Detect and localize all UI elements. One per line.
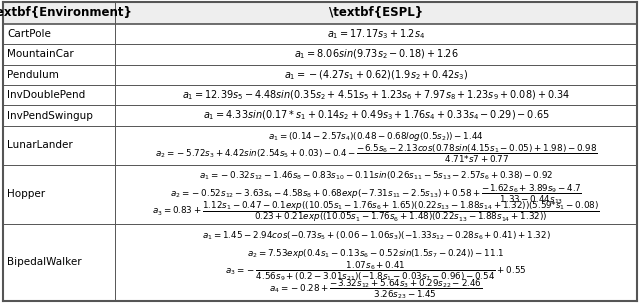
Text: Pendulum: Pendulum	[7, 70, 59, 80]
Text: LunarLander: LunarLander	[7, 140, 73, 150]
Text: InvPendSwingup: InvPendSwingup	[7, 111, 93, 121]
Text: $a_4 = -0.28 + \dfrac{-3.32s_{12} + 5.64s_3 + 0.29s_{22} - 2.46}{3.26s_{23} - 1.: $a_4 = -0.28 + \dfrac{-3.32s_{12} + 5.64…	[269, 278, 483, 301]
Text: InvDoublePend: InvDoublePend	[7, 90, 85, 100]
Text: $a_1 = 4.33sin(0.17 * s_1 + 0.14s_2 + 0.49s_3 + 1.76s_4 + 0.33s_4 - 0.29) - 0.65: $a_1 = 4.33sin(0.17 * s_1 + 0.14s_2 + 0.…	[203, 109, 549, 122]
Text: CartPole: CartPole	[7, 29, 51, 39]
Text: $a_1 = 1.45 - 2.94cos(-0.73s_5 + (0.06 - 1.06s_3)(-1.33s_{12} - 0.28s_6 + 0.41) : $a_1 = 1.45 - 2.94cos(-0.73s_5 + (0.06 -…	[202, 229, 550, 241]
Text: \textbf{ESPL}: \textbf{ESPL}	[329, 6, 423, 19]
Text: $a_1 = 17.17s_3 + 1.2s_4$: $a_1 = 17.17s_3 + 1.2s_4$	[327, 27, 425, 41]
Text: $a_2 = 7.53exp(0.4s_1 - 0.13s_6 - 0.52sin(1.5s_7 - 0.24)) - 11.1$: $a_2 = 7.53exp(0.4s_1 - 0.13s_6 - 0.52si…	[247, 247, 505, 260]
Text: MountainCar: MountainCar	[7, 49, 74, 59]
Text: BipedalWalker: BipedalWalker	[7, 257, 82, 267]
Text: $a_1 = (0.14 - 2.57s_4)(0.48 - 0.68log(0.5s_2)) - 1.44$: $a_1 = (0.14 - 2.57s_4)(0.48 - 0.68log(0…	[268, 130, 484, 143]
Text: $a_2 = -0.52s_{12} - 3.63s_4 - 4.58s_8 + 0.68exp(-7.31s_{11} - 2.5s_{13}) + 0.58: $a_2 = -0.52s_{12} - 3.63s_4 - 4.58s_8 +…	[170, 182, 582, 206]
Text: \textbf{Environment}: \textbf{Environment}	[0, 6, 132, 19]
Text: $a_1 = 12.39s_5 - 4.48sin(0.35s_2 + 4.51s_5 + 1.23s_6 + 7.97s_8 + 1.23s_9 + 0.08: $a_1 = 12.39s_5 - 4.48sin(0.35s_2 + 4.51…	[182, 88, 570, 102]
Bar	[3, 2, 637, 24]
Text: $a_1 = 8.06sin(9.73s_2 - 0.18) + 1.26$: $a_1 = 8.06sin(9.73s_2 - 0.18) + 1.26$	[294, 48, 458, 61]
Text: $a_1 = -0.32s_{12} - 1.46s_8 - 0.83s_{10} - 0.11sin(0.26s_{11} - 5s_{13} - 2.57s: $a_1 = -0.32s_{12} - 1.46s_8 - 0.83s_{10…	[199, 170, 553, 182]
Text: Hopper: Hopper	[7, 189, 45, 199]
Text: $a_3 = -\dfrac{1.07s_6 + 0.41}{4.56s_9 + (0.2 - 3.01s_{21})(-1.8s_1 - 0.03s_7 - : $a_3 = -\dfrac{1.07s_6 + 0.41}{4.56s_9 +…	[225, 259, 527, 283]
Text: $a_3 = 0.83 + \dfrac{1.12s_1 - 0.47 - 0.1exp((10.05s_1 - 1.76s_6 + 1.65)(0.22s_{: $a_3 = 0.83 + \dfrac{1.12s_1 - 0.47 - 0.…	[152, 200, 600, 225]
Text: $a_1 = -(4.27s_1 + 0.62)(1.9s_2 + 0.42s_3)$: $a_1 = -(4.27s_1 + 0.62)(1.9s_2 + 0.42s_…	[284, 68, 468, 82]
Text: $a_2 = -5.72s_3 + 4.42sin(2.54s_5 + 0.03) - 0.4 - \dfrac{-6.5s_6 - 2.13cos(0.78s: $a_2 = -5.72s_3 + 4.42sin(2.54s_5 + 0.03…	[155, 142, 597, 165]
